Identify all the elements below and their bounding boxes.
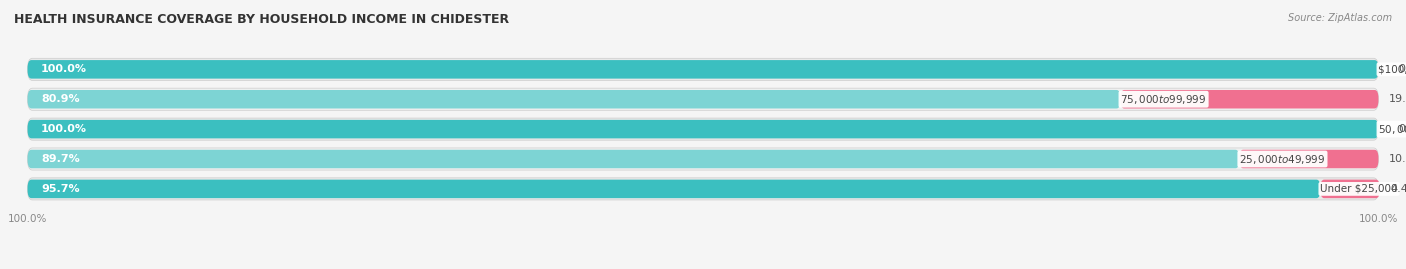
Text: 80.9%: 80.9% [41,94,80,104]
FancyBboxPatch shape [28,180,1320,198]
FancyBboxPatch shape [28,118,1378,140]
Text: 100.0%: 100.0% [41,64,87,74]
Text: 0.0%: 0.0% [1399,124,1406,134]
FancyBboxPatch shape [28,148,1378,170]
Text: HEALTH INSURANCE COVERAGE BY HOUSEHOLD INCOME IN CHIDESTER: HEALTH INSURANCE COVERAGE BY HOUSEHOLD I… [14,13,509,26]
Text: $50,000 to $74,999: $50,000 to $74,999 [1378,123,1406,136]
FancyBboxPatch shape [28,178,1378,200]
Text: Under $25,000: Under $25,000 [1320,184,1398,194]
Text: 89.7%: 89.7% [41,154,80,164]
Text: 4.4%: 4.4% [1391,184,1406,194]
FancyBboxPatch shape [28,60,1378,79]
FancyBboxPatch shape [28,90,1121,108]
Text: 100.0%: 100.0% [41,124,87,134]
Text: $25,000 to $49,999: $25,000 to $49,999 [1239,153,1326,165]
Text: Source: ZipAtlas.com: Source: ZipAtlas.com [1288,13,1392,23]
Text: $75,000 to $99,999: $75,000 to $99,999 [1121,93,1206,106]
FancyBboxPatch shape [1320,180,1379,198]
Text: 95.7%: 95.7% [41,184,80,194]
FancyBboxPatch shape [28,58,1378,80]
Text: 10.3%: 10.3% [1389,154,1406,164]
FancyBboxPatch shape [28,88,1378,110]
FancyBboxPatch shape [1239,150,1378,168]
FancyBboxPatch shape [28,150,1239,168]
Text: 19.1%: 19.1% [1389,94,1406,104]
Text: $100,000 and over: $100,000 and over [1378,64,1406,74]
FancyBboxPatch shape [1121,90,1378,108]
Text: 0.0%: 0.0% [1399,64,1406,74]
FancyBboxPatch shape [28,120,1378,138]
